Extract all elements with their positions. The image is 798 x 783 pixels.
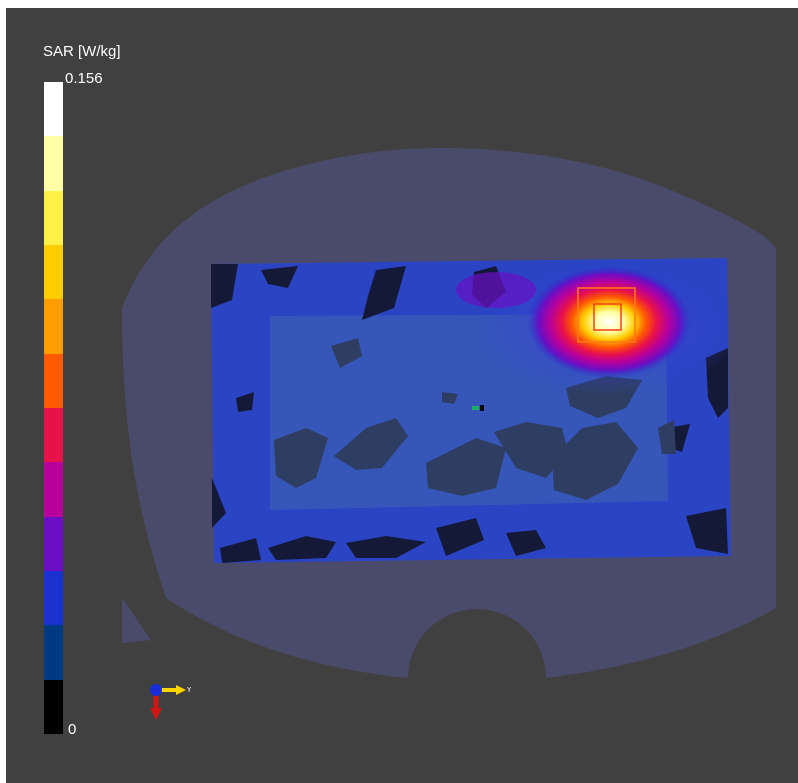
colorbar-step-10 — [44, 625, 63, 680]
colorbar-step-6 — [44, 407, 63, 463]
peak-averaging-cube-outer — [577, 287, 636, 343]
legend-title: SAR [W/kg] — [43, 43, 121, 60]
phantom-fragment — [122, 598, 151, 643]
peak-averaging-cube-inner — [593, 303, 622, 331]
colorbar-step-9 — [44, 570, 63, 626]
colorbar-step-2 — [44, 190, 63, 245]
mid-sar-patches — [274, 338, 676, 500]
sar-side-spot — [456, 272, 536, 308]
viewer-viewport[interactable]: Y SAR [W/kg] 0.156 0 — [6, 8, 798, 783]
sar-colorbar — [44, 82, 63, 734]
colorbar-step-3 — [44, 244, 63, 300]
center-marker — [472, 405, 484, 411]
sar-scene[interactable]: Y — [6, 8, 798, 783]
colorbar-step-11 — [44, 679, 63, 734]
colorbar-step-1 — [44, 136, 63, 191]
orientation-triad[interactable]: Y — [150, 684, 192, 720]
colorbar-step-5 — [44, 353, 63, 408]
colorbar-step-7 — [44, 462, 63, 517]
colorbar-step-8 — [44, 516, 63, 571]
colorbar-step-4 — [44, 299, 63, 354]
sar-hotspot — [527, 266, 691, 378]
colorbar-step-0 — [44, 82, 63, 137]
colorbar-min-label: 0 — [68, 721, 77, 738]
axis-y-label: Y — [187, 686, 192, 694]
colorbar-max-label: 0.156 — [65, 70, 103, 87]
